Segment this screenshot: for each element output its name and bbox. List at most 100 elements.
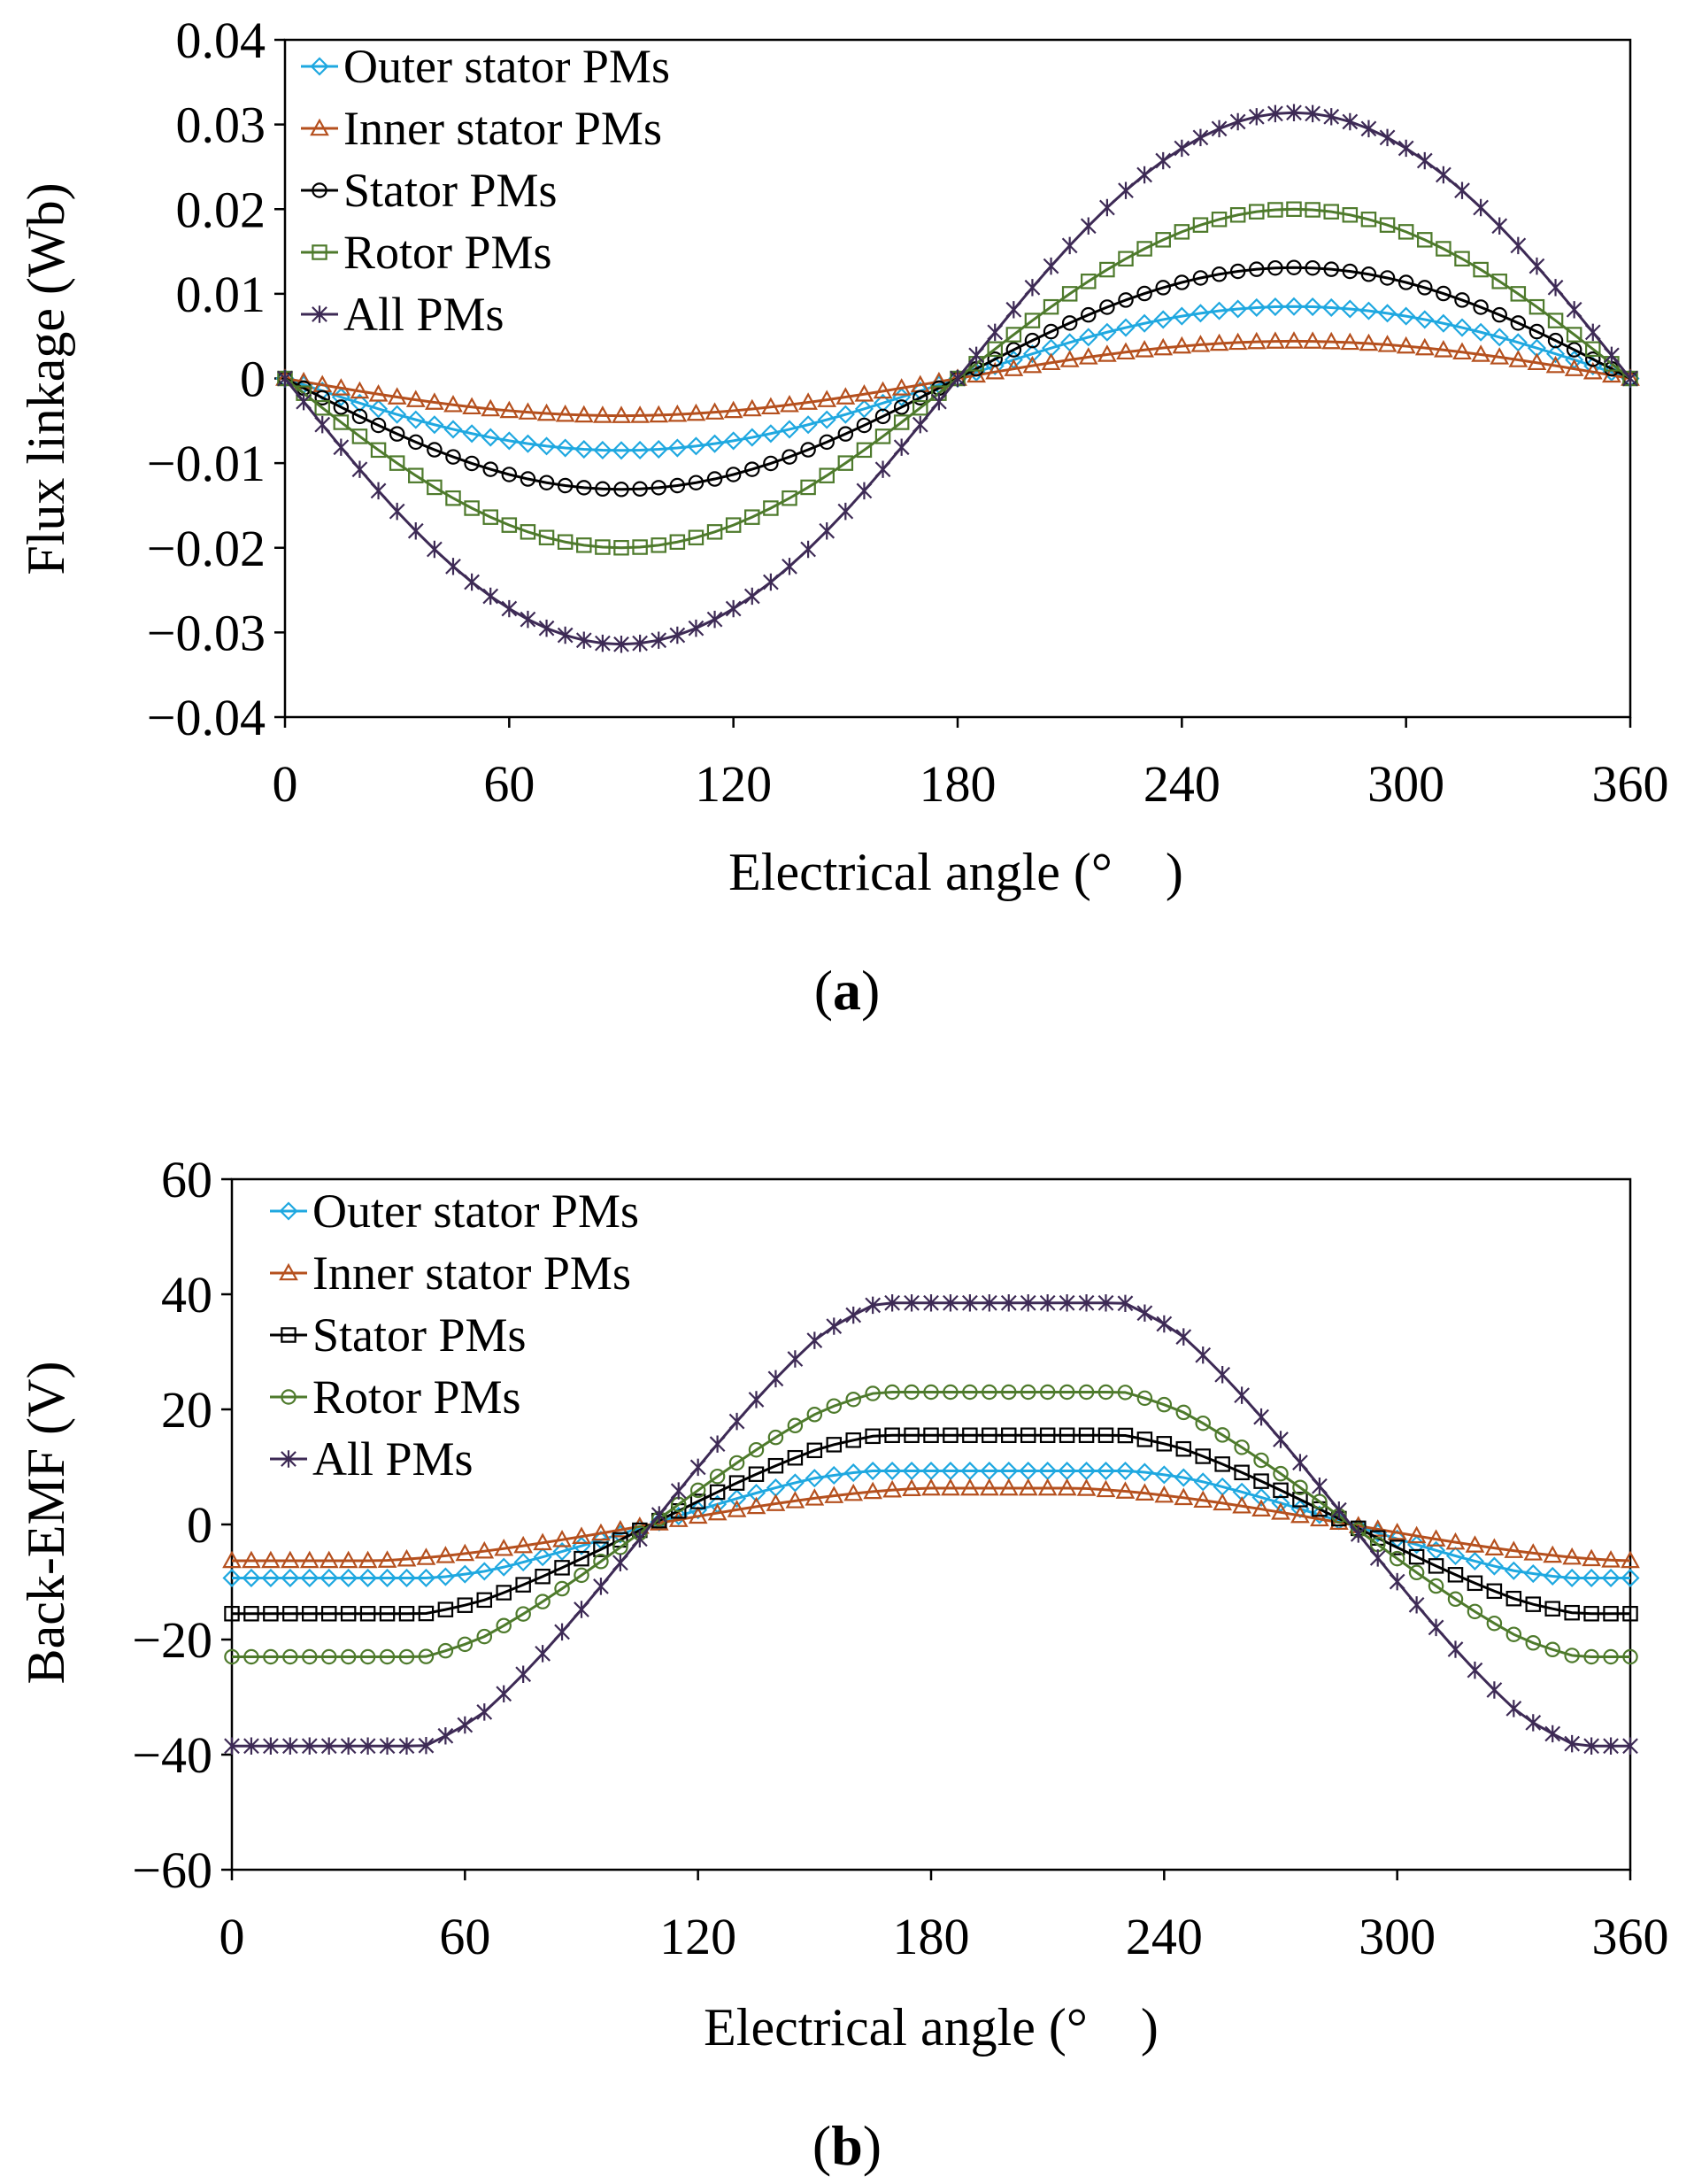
data-point bbox=[261, 1550, 281, 1569]
data-point bbox=[723, 400, 743, 419]
data-point bbox=[1039, 1384, 1056, 1401]
data-point bbox=[1286, 201, 1302, 218]
y-tick-label: 40 bbox=[161, 1266, 212, 1324]
legend-item: Outer stator PMs bbox=[270, 1185, 639, 1238]
data-point bbox=[826, 1437, 843, 1453]
data-point bbox=[370, 482, 387, 500]
data-point bbox=[1209, 333, 1229, 351]
data-point bbox=[552, 1530, 572, 1547]
legend-a: Outer stator PMs Inner stator PMs Stator P… bbox=[301, 40, 670, 341]
x-tick-label: 0 bbox=[219, 1908, 245, 1965]
x-tick-label: 180 bbox=[893, 1908, 970, 1965]
data-point bbox=[281, 1737, 298, 1755]
data-point bbox=[843, 1483, 864, 1501]
data-point bbox=[1504, 1540, 1524, 1558]
y-tick-label: 0 bbox=[187, 1496, 212, 1554]
data-point bbox=[1445, 1532, 1466, 1550]
data-point bbox=[819, 467, 835, 483]
x-tick-label: 120 bbox=[695, 755, 772, 813]
legend-marker bbox=[310, 57, 329, 76]
data-point bbox=[651, 480, 666, 496]
chart-panel-b: −60 −40 −20 0 20 40 60 0 60 120 180 240 300 360 Oute… bbox=[17, 1151, 1669, 2177]
legend-label: Inner stator PMs bbox=[312, 1246, 631, 1300]
data-point bbox=[782, 449, 797, 465]
data-point bbox=[1473, 198, 1489, 217]
data-point bbox=[800, 442, 816, 458]
data-point bbox=[494, 1557, 513, 1577]
data-point bbox=[767, 1429, 784, 1446]
x-tick-label: 240 bbox=[1143, 755, 1220, 813]
data-point bbox=[1528, 298, 1545, 315]
data-point bbox=[1118, 292, 1134, 308]
data-point bbox=[494, 1538, 514, 1556]
data-point bbox=[1473, 261, 1489, 278]
data-point bbox=[798, 415, 818, 435]
data-point bbox=[987, 351, 1003, 367]
data-point bbox=[1234, 1464, 1250, 1481]
data-point bbox=[350, 381, 370, 399]
data-point bbox=[501, 599, 518, 618]
data-point bbox=[962, 1294, 978, 1312]
data-point bbox=[1213, 1493, 1233, 1511]
data-point bbox=[1622, 1605, 1638, 1622]
data-point bbox=[387, 387, 407, 405]
data-point bbox=[1305, 202, 1321, 218]
data-point bbox=[1175, 1440, 1192, 1457]
data-point bbox=[1286, 259, 1302, 275]
legend-item: Outer stator PMs bbox=[301, 40, 670, 93]
data-point bbox=[1136, 166, 1152, 184]
data-point bbox=[1253, 1408, 1269, 1426]
data-point bbox=[1566, 342, 1582, 358]
data-point bbox=[891, 378, 912, 396]
data-point bbox=[538, 475, 555, 490]
data-point bbox=[1115, 1461, 1136, 1481]
y-tick-label: 0.04 bbox=[176, 12, 266, 69]
data-point bbox=[1360, 212, 1377, 228]
data-point bbox=[1267, 202, 1283, 218]
data-point bbox=[1253, 1452, 1269, 1469]
x-tick-label: 120 bbox=[659, 1908, 736, 1965]
data-point bbox=[1486, 1681, 1503, 1699]
y-tick-label: −0.03 bbox=[147, 604, 266, 661]
data-point bbox=[746, 1483, 766, 1503]
data-point bbox=[1116, 342, 1136, 360]
data-point bbox=[518, 434, 538, 453]
legend-label: Outer stator PMs bbox=[312, 1185, 639, 1238]
data-point bbox=[785, 1491, 805, 1509]
data-point bbox=[651, 537, 666, 553]
data-point bbox=[950, 369, 966, 388]
data-point bbox=[1525, 1596, 1542, 1612]
data-point bbox=[1398, 139, 1414, 158]
data-point bbox=[1389, 1540, 1405, 1555]
data-point bbox=[688, 1506, 708, 1524]
data-point bbox=[669, 626, 686, 644]
data-point bbox=[1622, 1737, 1638, 1755]
data-point bbox=[1330, 1501, 1347, 1519]
data-point bbox=[1415, 310, 1435, 329]
legend-label: Stator PMs bbox=[343, 164, 558, 217]
legend-label: Inner stator PMs bbox=[343, 102, 662, 155]
data-point bbox=[826, 1317, 843, 1335]
data-point bbox=[520, 524, 536, 540]
data-point bbox=[1004, 359, 1024, 376]
series-group-a bbox=[275, 104, 1640, 653]
data-point bbox=[686, 403, 706, 421]
data-point bbox=[1452, 342, 1472, 360]
data-point bbox=[1211, 212, 1228, 228]
data-point bbox=[1342, 263, 1359, 280]
data-point bbox=[882, 1461, 902, 1481]
data-point bbox=[280, 1550, 300, 1569]
data-point bbox=[612, 1540, 628, 1555]
data-point bbox=[1486, 1615, 1503, 1632]
data-point bbox=[943, 1384, 959, 1401]
series-group-b bbox=[222, 1294, 1640, 1755]
data-point bbox=[1414, 337, 1435, 356]
data-point bbox=[455, 1564, 474, 1584]
data-point bbox=[1097, 344, 1117, 362]
data-point bbox=[923, 1384, 939, 1401]
data-point bbox=[222, 1568, 242, 1588]
data-point bbox=[1585, 341, 1601, 358]
data-point bbox=[418, 1736, 435, 1755]
data-point bbox=[1117, 1294, 1134, 1313]
